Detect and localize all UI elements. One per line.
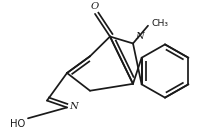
- Text: HO: HO: [10, 119, 25, 129]
- Text: CH₃: CH₃: [152, 19, 169, 28]
- Text: N: N: [69, 102, 78, 111]
- Text: N: N: [135, 33, 144, 41]
- Text: O: O: [91, 2, 99, 11]
